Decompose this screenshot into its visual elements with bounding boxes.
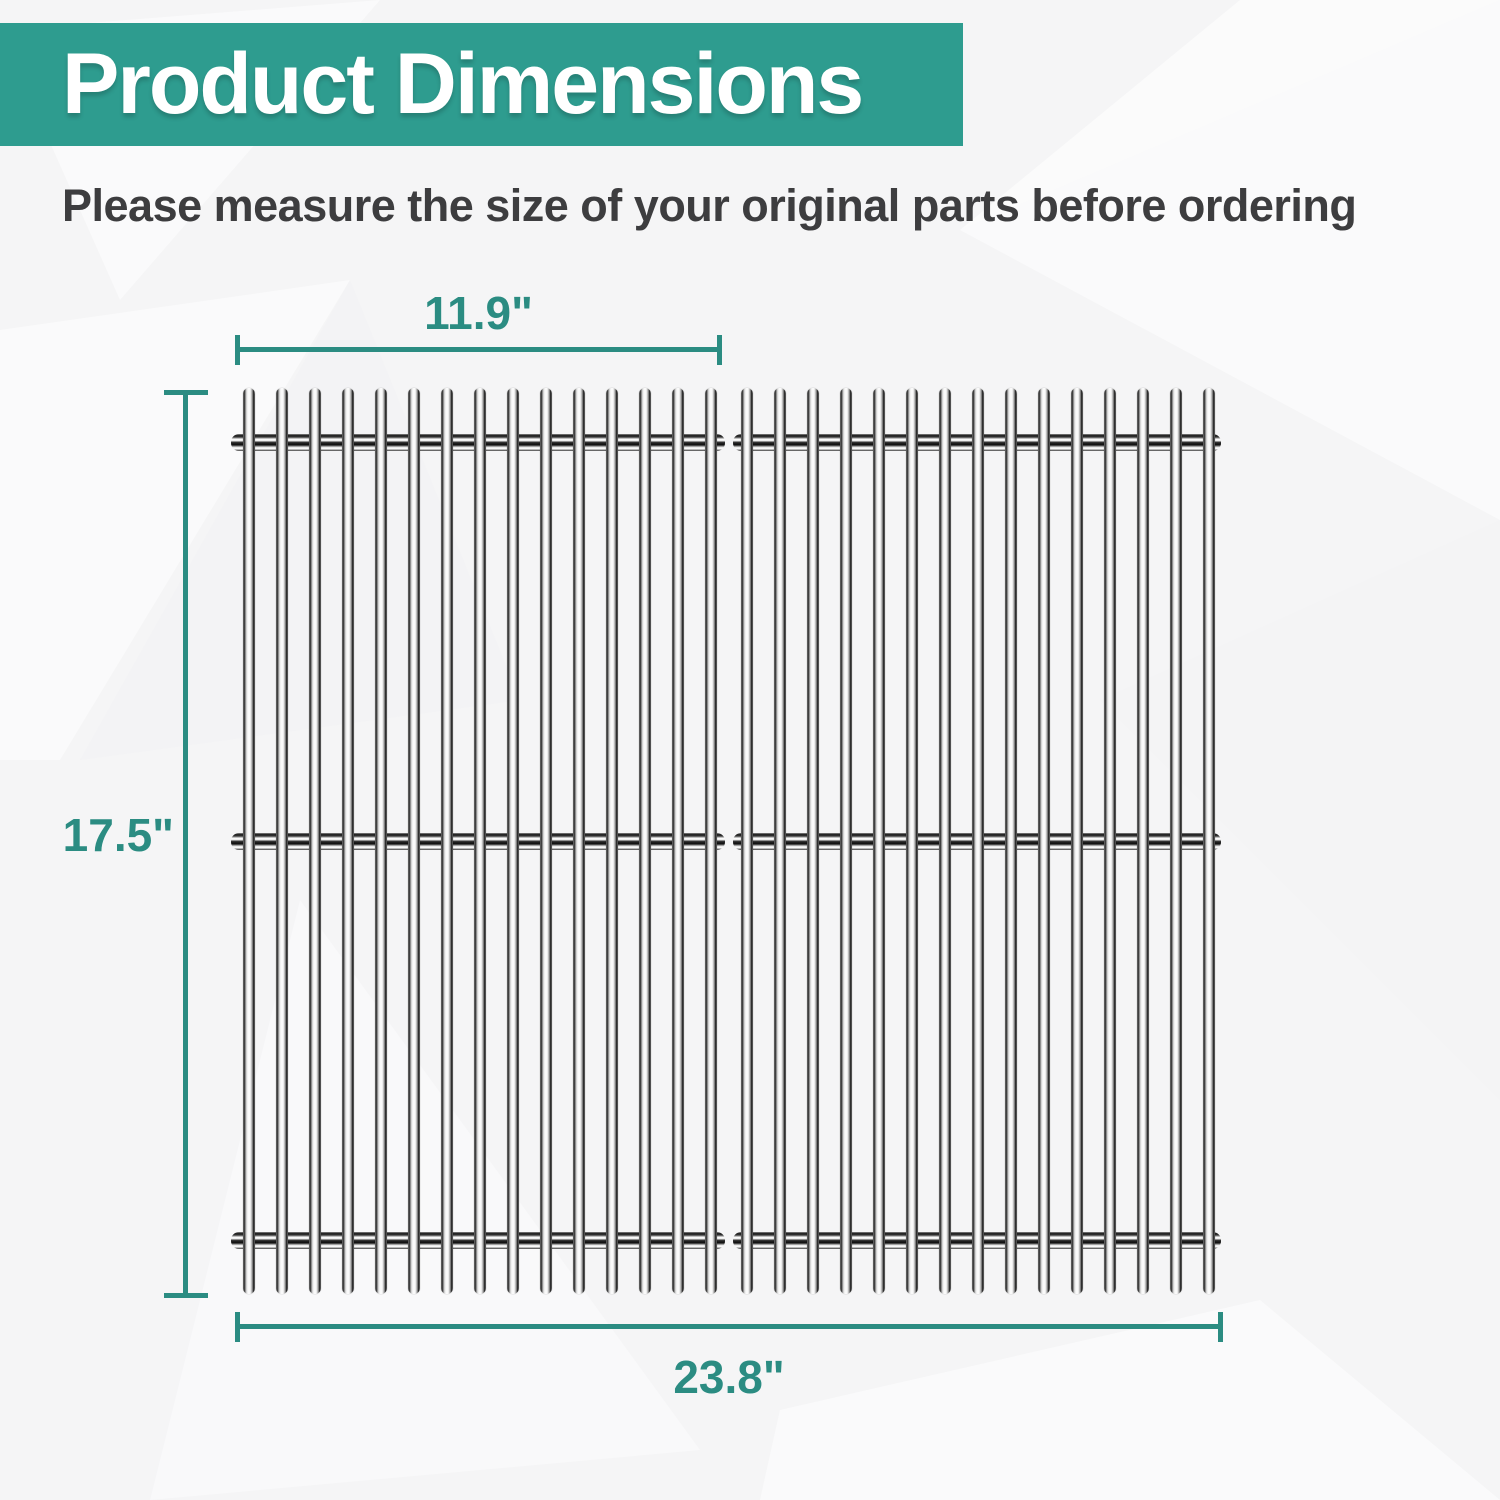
header-banner: Product Dimensions	[0, 23, 963, 146]
grate-bar	[540, 388, 552, 1294]
grate-bar	[774, 388, 786, 1294]
dimension-line-grate-width	[235, 335, 722, 365]
grill-grate-right	[741, 388, 1215, 1294]
grate-bar	[1038, 388, 1050, 1294]
dimension-label-grate-width: 11.9"	[424, 287, 533, 339]
grate-bar	[243, 388, 255, 1294]
grate-bar	[906, 388, 918, 1294]
dimension-line-total-width	[235, 1312, 1223, 1342]
dimension-line-height	[164, 390, 208, 1298]
grate-bar	[840, 388, 852, 1294]
grill-grate-left	[243, 388, 717, 1294]
grate-bar	[705, 388, 717, 1294]
grate-bar	[1203, 388, 1215, 1294]
grate-bar	[573, 388, 585, 1294]
grate-bar	[1137, 388, 1149, 1294]
grate-bar	[342, 388, 354, 1294]
grate-bar	[441, 388, 453, 1294]
grate-bar	[939, 388, 951, 1294]
grate-bar	[606, 388, 618, 1294]
grate-bar	[276, 388, 288, 1294]
grate-bar	[1071, 388, 1083, 1294]
dimension-label-total-width: 23.8"	[673, 1351, 785, 1403]
grate-bar	[639, 388, 651, 1294]
grate-bar	[972, 388, 984, 1294]
grate-bar	[1170, 388, 1182, 1294]
grate-bar	[873, 388, 885, 1294]
subtitle-text: Please measure the size of your original…	[62, 180, 1357, 231]
grate-bar	[1005, 388, 1017, 1294]
grate-bar	[1104, 388, 1116, 1294]
grate-bar	[507, 388, 519, 1294]
grate-bar	[807, 388, 819, 1294]
grate-bar	[741, 388, 753, 1294]
grate-bar	[672, 388, 684, 1294]
grate-bar	[375, 388, 387, 1294]
grate-bar	[309, 388, 321, 1294]
page-title: Product Dimensions	[62, 36, 864, 132]
grate-bar	[408, 388, 420, 1294]
dimension-label-height: 17.5"	[62, 809, 174, 861]
grate-bar	[474, 388, 486, 1294]
